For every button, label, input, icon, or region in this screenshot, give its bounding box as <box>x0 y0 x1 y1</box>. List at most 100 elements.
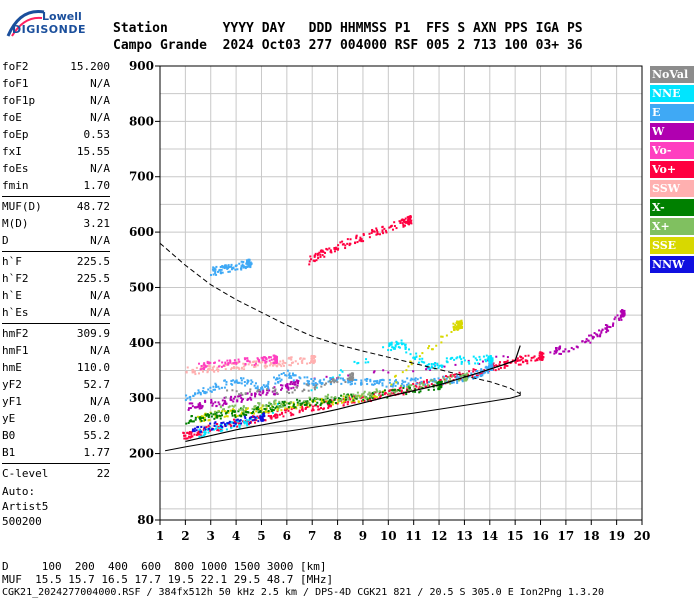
data-point <box>424 383 427 386</box>
data-point <box>450 381 453 384</box>
data-point <box>296 398 299 401</box>
data-point <box>317 408 320 411</box>
data-point <box>326 400 329 403</box>
data-point <box>204 364 207 367</box>
data-point <box>223 267 226 270</box>
data-point <box>407 219 410 222</box>
data-point <box>315 403 318 406</box>
data-point <box>464 379 467 382</box>
data-point <box>246 379 249 382</box>
data-point <box>342 395 345 398</box>
data-point <box>221 410 224 413</box>
data-point <box>349 398 352 401</box>
data-point <box>478 355 481 358</box>
data-point <box>247 261 250 264</box>
data-point <box>555 346 558 349</box>
data-point <box>260 406 263 409</box>
data-point <box>488 355 491 358</box>
data-point <box>278 406 281 409</box>
data-point <box>530 356 533 359</box>
data-point <box>341 243 344 246</box>
data-point <box>503 366 506 369</box>
data-point <box>200 425 203 428</box>
param-name: hmF2 <box>2 327 29 340</box>
data-point <box>286 386 289 389</box>
data-point <box>223 408 226 411</box>
data-point <box>221 425 224 428</box>
data-point <box>290 376 293 379</box>
x-tick-label: 4 <box>232 529 240 543</box>
data-point <box>358 394 361 397</box>
data-point <box>432 384 435 387</box>
data-point <box>301 362 304 365</box>
data-point <box>290 408 293 411</box>
data-point <box>372 371 375 374</box>
data-point <box>273 401 276 404</box>
data-point <box>240 413 243 416</box>
data-point <box>217 385 220 388</box>
data-point <box>622 310 625 313</box>
data-point <box>284 407 287 410</box>
data-point <box>440 364 443 367</box>
data-point <box>346 377 349 380</box>
data-point <box>425 385 428 388</box>
y-tick-label: 700 <box>129 170 154 184</box>
data-point <box>197 426 200 429</box>
param-value: 309.9 <box>76 327 110 340</box>
data-point <box>233 424 236 427</box>
data-point <box>329 249 332 252</box>
data-point <box>253 418 256 421</box>
data-point <box>454 324 457 327</box>
x-tick-label: 17 <box>558 529 575 543</box>
data-point <box>190 432 193 435</box>
data-point <box>275 377 278 380</box>
data-point <box>530 359 533 362</box>
data-point <box>355 396 358 399</box>
data-point <box>599 333 602 336</box>
data-point <box>276 414 279 417</box>
data-point <box>408 384 411 387</box>
data-point <box>204 392 207 395</box>
param-value: 0.53 <box>83 128 111 141</box>
param-value: 22 <box>96 467 110 480</box>
data-point <box>292 413 295 416</box>
data-point <box>401 222 404 225</box>
data-point <box>590 334 593 337</box>
data-point <box>245 411 248 414</box>
data-point <box>432 363 435 366</box>
data-point <box>460 323 463 326</box>
data-point <box>425 379 428 382</box>
data-point <box>229 423 232 426</box>
data-point <box>371 228 374 231</box>
data-point <box>401 371 404 374</box>
data-point <box>219 417 222 420</box>
data-point <box>210 390 213 393</box>
data-point <box>402 384 405 387</box>
data-point <box>204 428 207 431</box>
param-name: MUF(D) <box>2 200 42 213</box>
data-point <box>312 361 315 364</box>
data-point <box>274 402 277 405</box>
data-point <box>226 359 229 362</box>
x-tick-label: 8 <box>333 529 341 543</box>
data-point <box>210 415 213 418</box>
data-point <box>202 416 205 419</box>
data-point <box>210 398 213 401</box>
data-point <box>301 405 304 408</box>
data-point <box>253 412 256 415</box>
data-point <box>522 361 525 364</box>
data-point <box>275 365 278 368</box>
data-point <box>298 399 301 402</box>
data-point <box>621 309 624 312</box>
data-point <box>426 364 429 367</box>
data-point <box>313 255 316 258</box>
data-point <box>336 402 339 405</box>
data-point <box>191 430 194 433</box>
data-point <box>274 389 277 392</box>
auto-version: 500200 <box>2 515 42 528</box>
data-point <box>186 437 189 440</box>
data-point <box>402 223 405 226</box>
data-point <box>376 389 379 392</box>
data-point <box>197 404 200 407</box>
data-point <box>275 356 278 359</box>
